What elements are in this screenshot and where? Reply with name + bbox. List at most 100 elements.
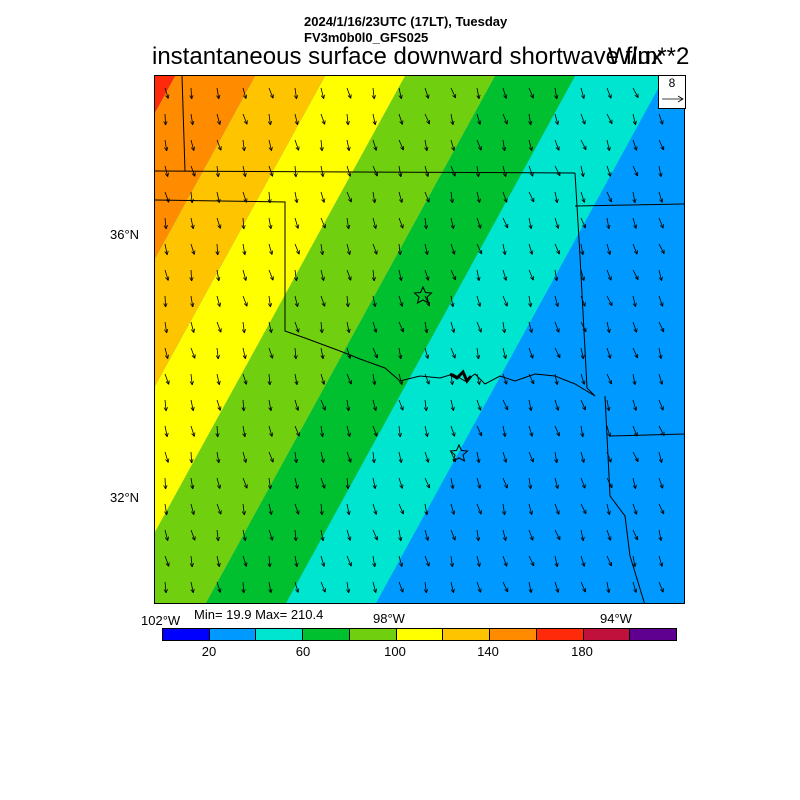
wind-arrow	[528, 399, 533, 412]
wind-arrow	[580, 243, 585, 256]
wind-arrow	[241, 321, 247, 334]
wind-arrow	[372, 581, 377, 593]
colorbar-label: 60	[295, 644, 311, 659]
wind-arrow	[242, 191, 248, 203]
wind-arrow	[164, 555, 170, 567]
wind-arrow	[268, 451, 274, 463]
wind-arrow	[450, 399, 455, 411]
wind-arrow	[293, 451, 299, 464]
wind-arrow	[554, 347, 561, 359]
wind-arrow	[658, 451, 663, 463]
wind-arrow	[476, 555, 481, 567]
wind-arrow	[528, 269, 534, 281]
wind-arrow	[554, 139, 560, 151]
wind-arrow	[658, 399, 664, 411]
wind-arrow	[163, 581, 168, 594]
wind-arrow	[424, 425, 429, 437]
wind-arrow	[163, 217, 168, 230]
wind-arrow	[502, 113, 508, 125]
colorbar-swatch	[630, 629, 677, 640]
wind-arrow	[372, 165, 378, 177]
wind-arrow	[371, 451, 376, 464]
state-border-north	[181, 76, 186, 172]
wind-arrow	[398, 295, 404, 307]
wind-arrow	[372, 321, 378, 333]
wind-arrow	[528, 139, 533, 151]
wind-arrow	[502, 191, 508, 203]
star-marker-north	[413, 285, 433, 304]
wind-arrow	[475, 165, 481, 178]
colorbar-swatch	[163, 629, 210, 640]
wind-arrow	[580, 529, 585, 541]
wind-arrow	[319, 503, 324, 516]
wind-arrow	[190, 217, 195, 230]
wind-arrow	[502, 503, 507, 516]
wind-arrow	[215, 347, 220, 360]
wind-arrow	[658, 269, 663, 281]
wind-arrow	[216, 217, 222, 229]
wind-arrow	[398, 217, 404, 229]
wind-arrow	[294, 477, 299, 489]
wind-arrow	[606, 347, 612, 359]
wind-arrow	[606, 581, 611, 594]
colorbar-swatch	[349, 629, 397, 640]
wind-arrow	[164, 425, 169, 438]
min-max-stats: Min= 19.9 Max= 210.4	[194, 607, 324, 622]
wind-arrow	[450, 269, 457, 281]
wind-arrow	[371, 87, 376, 100]
wind-arrow	[476, 243, 483, 255]
wind-arrow	[476, 503, 482, 515]
wind-arrow	[190, 581, 195, 594]
wind-arrow	[346, 529, 352, 541]
wind-arrow	[164, 503, 169, 516]
wind-arrow	[397, 243, 402, 256]
wind-arrow	[294, 555, 299, 568]
wind-arrow	[580, 139, 587, 151]
reference-vector-box: 8	[658, 75, 686, 109]
wind-arrow	[215, 165, 220, 178]
wind-arrow	[320, 373, 326, 385]
wind-arrow	[241, 139, 247, 152]
wind-arrow	[554, 243, 560, 255]
reference-arrow-icon	[662, 95, 684, 103]
wind-arrow	[450, 581, 455, 593]
wind-arrow	[294, 425, 300, 437]
colorbar-label: 100	[384, 644, 406, 659]
wind-arrow	[242, 529, 247, 541]
wind-arrow	[294, 191, 299, 204]
wind-arrow	[190, 113, 195, 126]
wind-arrow	[450, 425, 456, 437]
wind-arrow	[606, 295, 613, 307]
wind-arrow	[319, 139, 324, 152]
wind-arrow	[632, 477, 637, 489]
wind-arrow	[502, 165, 507, 177]
wind-arrow	[372, 555, 377, 568]
wind-arrow	[164, 269, 170, 281]
wind-arrow	[268, 243, 274, 255]
wind-arrow	[554, 217, 560, 229]
wind-arrow	[424, 451, 430, 463]
wind-arrow	[606, 243, 612, 255]
wind-arrow	[528, 191, 535, 203]
wind-arrow	[554, 321, 560, 333]
wind-arrow	[450, 503, 456, 515]
wind-arrow	[554, 373, 559, 385]
colorbar-swatch	[490, 629, 537, 640]
wind-arrow	[242, 87, 248, 99]
wind-arrow	[268, 581, 273, 594]
wind-arrow	[423, 217, 429, 230]
datetime-header: 2024/1/16/23UTC (17LT), Tuesday	[304, 14, 508, 29]
wind-arrow	[502, 373, 508, 385]
wind-arrow	[320, 295, 326, 307]
wind-arrow	[216, 191, 221, 203]
wind-arrow	[476, 321, 482, 333]
colorbar-label: 20	[201, 644, 217, 659]
field-band	[155, 76, 255, 259]
wind-arrow	[606, 165, 612, 177]
wind-arrow	[294, 139, 300, 151]
wind-arrow	[372, 399, 377, 411]
wind-arrow	[268, 165, 274, 177]
wind-arrow	[554, 269, 559, 282]
wind-arrow	[294, 503, 300, 515]
wind-arrow	[606, 451, 612, 463]
